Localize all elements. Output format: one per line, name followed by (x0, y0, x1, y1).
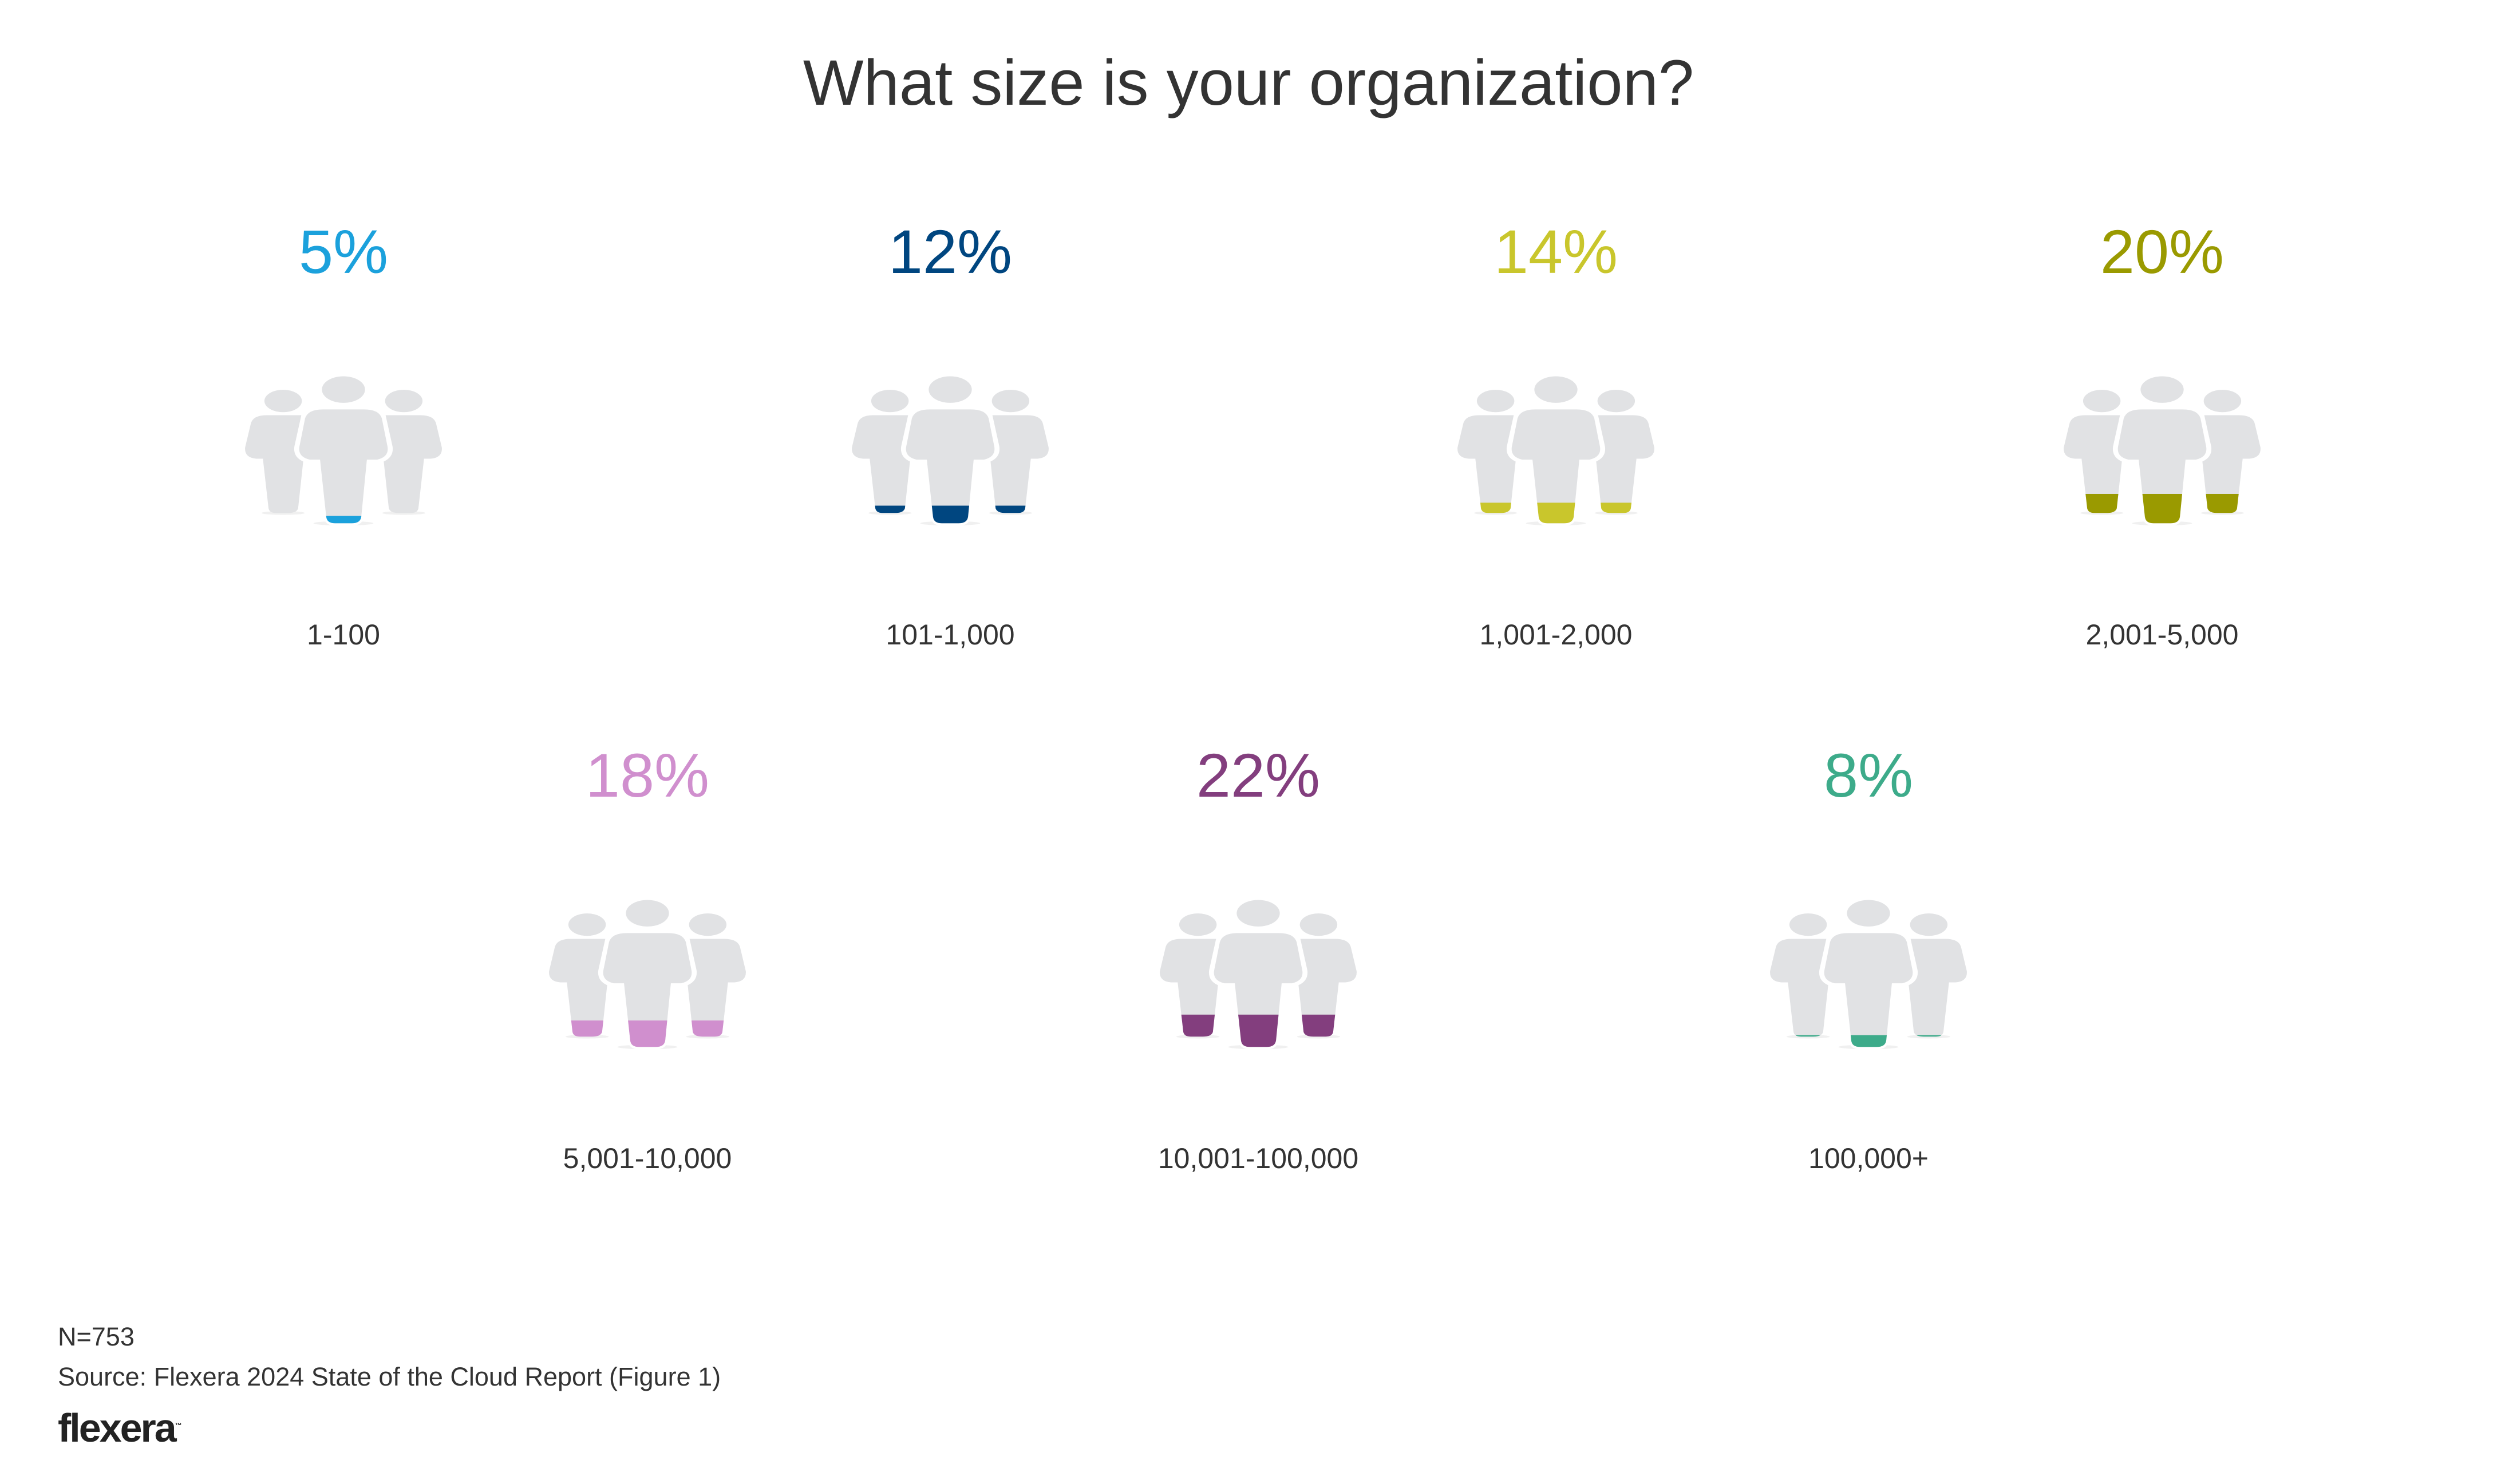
category-label: 2,001-5,000 (2085, 619, 2239, 651)
sample-size: N=753 (58, 1322, 135, 1351)
person-head (2140, 376, 2184, 403)
person-head (322, 376, 365, 403)
category-label: 1-100 (307, 619, 380, 651)
person-body (2117, 409, 2207, 524)
person-head (1534, 376, 1578, 403)
person-body (1214, 933, 1303, 1047)
person-body (1596, 415, 1654, 513)
person-head (929, 376, 972, 403)
person-head (1910, 913, 1948, 936)
person-body (1298, 939, 1357, 1037)
person-body (384, 415, 442, 513)
person-body (906, 409, 995, 524)
person-body (603, 933, 692, 1047)
person-body (990, 415, 1049, 513)
source-note: Source: Flexera 2024 State of the Cloud … (58, 1362, 721, 1391)
chart-title: What size is your organization? (803, 47, 1694, 118)
flexera-logo: flexera™ (58, 1406, 182, 1450)
person-body (1457, 415, 1516, 513)
person-head (2083, 390, 2121, 413)
person-head (626, 900, 669, 927)
person-body (549, 939, 607, 1037)
value-fill (1909, 1035, 1967, 1037)
category-item: 14% 1,001-2,000 (1356, 217, 1756, 651)
category-item: 22% 10,001-100,000 (1058, 741, 1459, 1175)
person-head (871, 390, 909, 413)
category-item: 12% 101-1,000 (750, 217, 1151, 651)
percent-label: 20% (2100, 217, 2225, 286)
people-icon (549, 900, 746, 1050)
person-head (568, 913, 606, 936)
person-body (2202, 415, 2261, 513)
percent-label: 14% (1494, 217, 1618, 286)
category-label: 1,001-2,000 (1479, 619, 1633, 651)
person-head (385, 390, 423, 413)
person-body (688, 939, 746, 1037)
person-head (2203, 390, 2242, 413)
person-body (245, 415, 303, 513)
person-head (1236, 900, 1280, 927)
person-body (1511, 409, 1601, 524)
value-fill (1824, 1035, 1913, 1047)
value-fill (906, 505, 995, 524)
people-icon (1160, 900, 1357, 1050)
person-head (689, 913, 727, 936)
person-head (1847, 900, 1890, 927)
category-item: 20% 2,001-5,000 (1962, 217, 2362, 651)
people-icon (852, 376, 1049, 526)
person-head (991, 390, 1030, 413)
percent-label: 12% (888, 217, 1013, 286)
people-icon (1770, 900, 1967, 1050)
person-head (1597, 390, 1635, 413)
person-body (1770, 939, 1828, 1037)
category-item: 18% 5,001-10,000 (447, 741, 848, 1175)
person-head (1476, 390, 1515, 413)
category-label: 100,000+ (1808, 1142, 1929, 1174)
category-label: 10,001-100,000 (1157, 1142, 1359, 1174)
category-label: 101-1,000 (886, 619, 1015, 651)
person-body (852, 415, 910, 513)
category-label: 5,001-10,000 (563, 1142, 732, 1174)
people-icon (245, 376, 442, 526)
person-body (299, 409, 388, 524)
person-body (2064, 415, 2122, 513)
logo-text: flexera (58, 1406, 177, 1450)
people-icon (1457, 376, 1654, 526)
percent-label: 22% (1196, 741, 1321, 810)
category-item: 5% 1-100 (143, 217, 544, 651)
value-fill (1770, 1035, 1828, 1037)
person-body (1824, 933, 1913, 1047)
percent-label: 18% (585, 741, 710, 810)
person-head (264, 390, 302, 413)
person-head (1179, 913, 1217, 936)
percent-label: 8% (1823, 741, 1914, 810)
category-item: 8% 100,000+ (1668, 741, 2069, 1175)
percent-label: 5% (298, 217, 389, 286)
person-body (1909, 939, 1967, 1037)
person-body (1160, 939, 1218, 1037)
people-icon (2064, 376, 2261, 526)
person-head (1299, 913, 1338, 936)
person-head (1789, 913, 1827, 936)
